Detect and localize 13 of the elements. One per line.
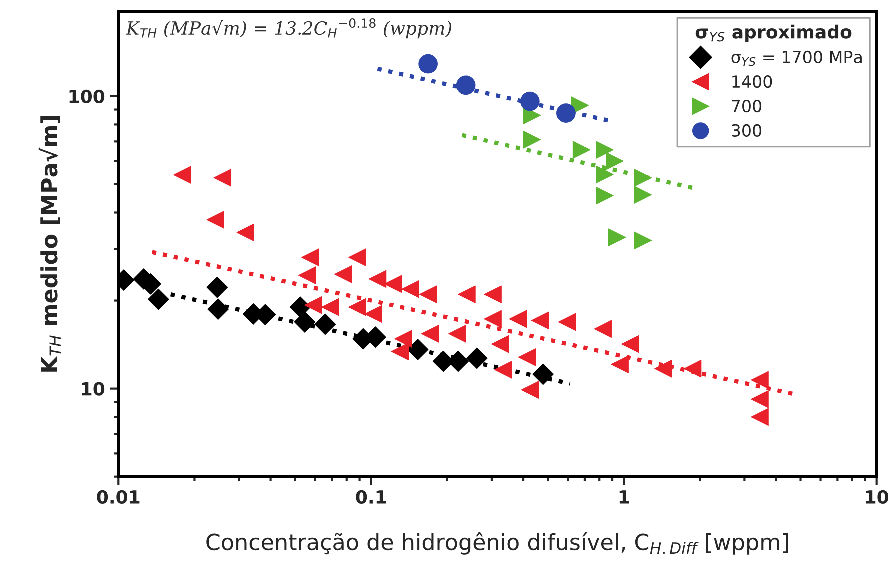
y-tick-label: 100 xyxy=(70,90,105,104)
x-tick-label: 0.1 xyxy=(356,490,386,504)
annotation: K$_{TH}$ (MPa√m) = 13.2C$_{H}$$^{−0.18}$ (wppm) xyxy=(126,18,452,39)
legend-label: 700 xyxy=(732,100,762,113)
x-axis-title: Concentração de hidrogênio difusível, C$_{H.Diff}$ [wppm] xyxy=(206,532,788,555)
legend-label: 300 xyxy=(732,124,762,138)
x-tick-label: 10 xyxy=(866,490,889,504)
legend-label: 1400 xyxy=(732,76,772,88)
y-axis-title: K$_{TH}$ medido [MPa√m] xyxy=(38,116,62,372)
legend-label: σ$_{YS}$ = 1700 MPa xyxy=(732,50,862,66)
x-tick-label: 1 xyxy=(620,490,630,504)
legend-title: σ$_{YS}$ aproximado xyxy=(696,24,852,42)
x-tick-label: 0.01 xyxy=(97,490,140,504)
